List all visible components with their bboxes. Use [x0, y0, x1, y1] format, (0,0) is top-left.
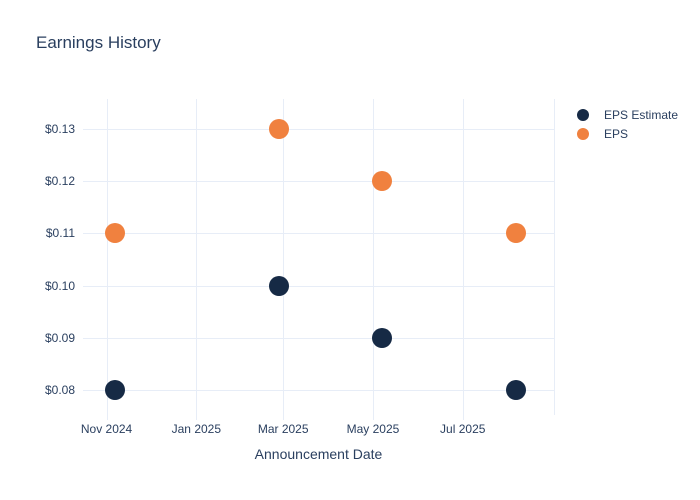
x-gridline: [462, 99, 464, 415]
data-point-marker[interactable]: [505, 223, 526, 244]
y-tick-label: $0.10: [44, 278, 75, 293]
x-tick-label: Mar 2025: [257, 422, 309, 436]
legend-item-eps[interactable]: EPS: [577, 124, 678, 143]
data-point-marker[interactable]: [105, 223, 126, 244]
x-gridline: [554, 99, 555, 415]
y-gridline: [83, 285, 554, 287]
x-tick-mark: [372, 415, 374, 420]
y-tick-label: $0.13: [44, 121, 75, 136]
x-tick-mark: [462, 415, 464, 420]
x-gridline: [283, 99, 285, 415]
y-gridline: [83, 390, 554, 392]
data-point-marker[interactable]: [105, 380, 126, 401]
y-tick-label: $0.08: [44, 383, 75, 398]
x-gridline: [106, 99, 108, 415]
y-tick-label: $0.09: [44, 331, 75, 346]
y-gridline: [83, 233, 554, 235]
x-tick-label: Nov 2024: [80, 422, 133, 436]
x-tick-label: Jul 2025: [440, 422, 486, 436]
x-tick-label: Jan 2025: [171, 422, 222, 436]
x-gridline: [196, 99, 198, 415]
x-tick-mark: [283, 415, 285, 420]
legend-item-eps-estimate[interactable]: EPS Estimate: [577, 105, 678, 124]
y-gridline: [83, 181, 554, 183]
x-axis-title: Announcement Date: [254, 446, 383, 462]
legend-label: EPS: [604, 126, 629, 141]
legend-label: EPS Estimate: [604, 107, 679, 122]
data-point-marker[interactable]: [371, 171, 392, 192]
eps-marker-icon: [577, 127, 589, 140]
legend: EPS Estimate EPS: [577, 105, 678, 143]
y-gridline: [83, 338, 554, 340]
y-gridline: [83, 128, 554, 130]
x-gridline: [372, 99, 374, 415]
eps-estimate-marker-icon: [577, 108, 589, 121]
chart-title: Earnings History: [36, 33, 161, 52]
data-point-marker[interactable]: [268, 118, 289, 139]
data-point-marker[interactable]: [371, 328, 392, 349]
x-tick-mark: [106, 415, 108, 420]
data-point-marker[interactable]: [268, 275, 289, 296]
x-tick-label: May 2025: [346, 422, 400, 436]
data-point-marker[interactable]: [505, 380, 526, 401]
y-tick-label: $0.11: [45, 226, 75, 241]
y-tick-label: $0.12: [44, 174, 75, 189]
x-tick-mark: [196, 415, 198, 420]
